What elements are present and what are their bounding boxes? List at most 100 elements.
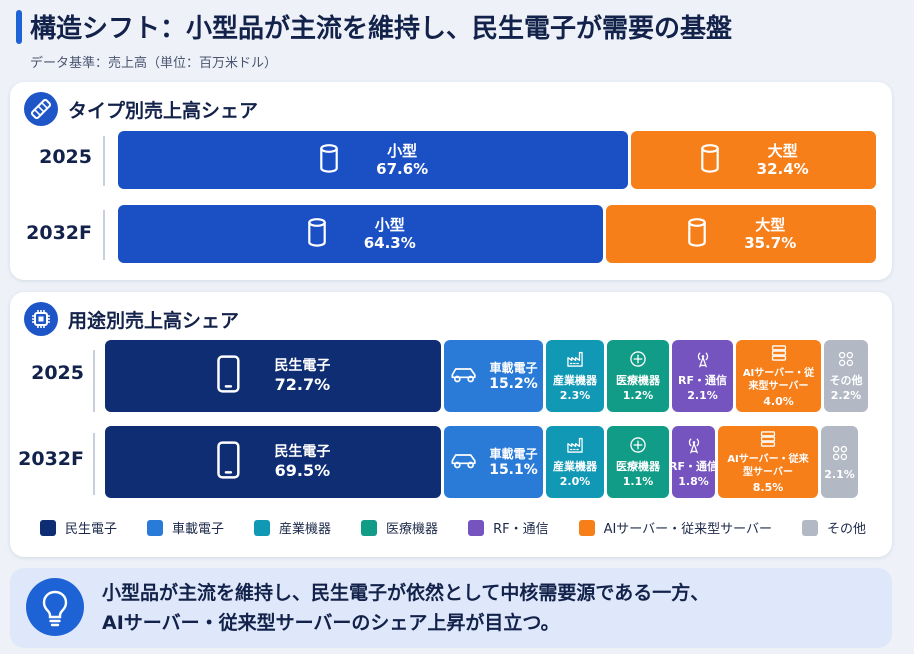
- type-bar-row: 小型 67.6% 大型 32.4%: [118, 131, 876, 189]
- application-section-title: 用途別売上高シェア: [68, 310, 240, 332]
- application-bar-segment: RF・通信 1.8%: [672, 426, 715, 498]
- type-bar-segment: 大型 32.4%: [631, 131, 876, 189]
- segment-label: 産業機器: [553, 373, 597, 387]
- application-bar-segment: 医療機器 1.1%: [607, 426, 669, 498]
- segment-value: 35.7%: [744, 234, 797, 253]
- segment-value: 1.1%: [622, 475, 654, 489]
- conclusion-box: 小型品が主流を維持し、民生電子が依然として中核需要源である一方、 AIサーバー・…: [10, 568, 892, 648]
- segment-label: RF・通信: [678, 373, 727, 387]
- legend-label: 産業機器: [279, 522, 332, 537]
- chip-component-icon: [24, 92, 58, 126]
- application-bar-segment: 医療機器 1.2%: [607, 340, 669, 412]
- segment-label: 民生電子: [274, 443, 331, 460]
- segment-value: 72.7%: [274, 375, 331, 395]
- factory-icon: [566, 350, 584, 372]
- segment-value: 2.0%: [559, 475, 591, 489]
- capacitor-icon: [306, 217, 328, 252]
- type-bar-segment: 小型 67.6%: [118, 131, 629, 189]
- legend-item: 車載電子: [147, 518, 224, 537]
- legend-label: 医療機器: [386, 522, 439, 537]
- conclusion-line: AIサーバー・従来型サーバーのシェア上昇が目立つ。: [102, 612, 560, 635]
- segment-value: 69.5%: [274, 461, 331, 481]
- legend-item: 民生電子: [40, 518, 117, 537]
- segment-label: AIサーバー・従来型サーバー: [727, 454, 809, 478]
- application-bar-segment: RF・通信 2.1%: [672, 340, 733, 412]
- legend-label: 車載電子: [172, 522, 225, 537]
- segment-value: 2.2%: [830, 389, 862, 403]
- legend-label: その他: [827, 522, 867, 537]
- segment-label: AIサーバー・従来型サーバー: [742, 368, 815, 392]
- segment-value: 15.2%: [489, 375, 538, 392]
- segment-label: 小型: [387, 141, 418, 160]
- application-bar-row: 民生電子 69.5% 車載電子 15.1% 産業機器 2.0% 医療機器 1.1…: [105, 426, 876, 498]
- application-bar-segment: AIサーバー・従来型サーバー 4.0%: [736, 340, 821, 412]
- grid-dots-icon: [837, 350, 855, 372]
- capacitor-icon: [686, 217, 708, 252]
- segment-value: 67.6%: [376, 160, 429, 179]
- type-bar-segment: 大型 35.7%: [606, 205, 876, 263]
- segment-label: 民生電子: [274, 357, 331, 374]
- application-year-label: 2032F: [18, 448, 84, 470]
- title-accent-bar: [16, 10, 22, 44]
- application-bar-segment: AIサーバー・従来型サーバー 8.5%: [718, 426, 818, 498]
- segment-label: その他: [829, 373, 863, 387]
- segment-label: 医療機器: [616, 373, 660, 387]
- year-divider: [93, 433, 95, 495]
- application-bar-segment: 産業機器 2.0%: [546, 426, 604, 498]
- legend-item: その他: [802, 518, 866, 537]
- server-icon: [770, 344, 788, 366]
- legend-swatch: [468, 519, 485, 536]
- segment-label: 医療機器: [616, 459, 660, 473]
- legend-swatch: [802, 519, 819, 536]
- server-icon: [759, 430, 777, 452]
- type-year-label: 2025: [39, 146, 92, 168]
- car-icon: [449, 450, 479, 474]
- antenna-icon: [685, 436, 703, 458]
- segment-value: 32.4%: [756, 160, 809, 179]
- application-year-label: 2025: [31, 362, 84, 384]
- cpu-icon: [24, 302, 58, 336]
- year-divider: [103, 136, 105, 186]
- legend-label: 民生電子: [65, 522, 118, 537]
- legend-label: RF・通信: [493, 522, 549, 537]
- year-divider: [93, 350, 95, 412]
- car-icon: [449, 364, 479, 388]
- legend-item: 医療機器: [361, 518, 438, 537]
- medical-cross-icon: [629, 350, 647, 372]
- segment-value: 2.1%: [687, 389, 718, 403]
- type-year-label: 2032F: [26, 222, 92, 244]
- legend-swatch: [254, 519, 271, 536]
- application-bar-segment: 民生電子 69.5%: [105, 426, 441, 498]
- type-bar-row: 小型 64.3% 大型 35.7%: [118, 205, 876, 263]
- segment-value: 2.3%: [559, 389, 591, 403]
- legend-swatch: [40, 519, 56, 536]
- segment-value: 2.1%: [824, 467, 855, 481]
- page-title: 構造シフト：小型品が主流を維持し、民生電子が需要の基盤: [30, 14, 733, 44]
- capacitor-icon: [318, 143, 340, 178]
- type-bar-segment: 小型 64.3%: [118, 205, 604, 263]
- type-section-title: タイプ別売上高シェア: [68, 100, 259, 122]
- legend-swatch: [578, 519, 595, 536]
- conclusion-text: 小型品が主流を維持し、民生電子が依然として中核需要源である一方、 AIサーバー・…: [102, 578, 709, 639]
- application-bar-segment: 産業機器 2.3%: [546, 340, 604, 412]
- segment-value: 1.2%: [622, 389, 654, 403]
- smartphone-icon: [216, 354, 241, 398]
- application-bar-segment: 車載電子 15.2%: [444, 340, 543, 412]
- page-subtitle: データ基準：売上高（単位：百万米ドル）: [30, 56, 278, 71]
- legend-swatch: [361, 519, 378, 536]
- legend: 民生電子 車載電子 産業機器 医療機器 RF・通信 AIサーバー・従来型サーバー…: [40, 518, 866, 537]
- lightbulb-icon: [26, 578, 84, 636]
- type-share-card: タイプ別売上高シェア 2025 小型 67.6% 大型 32.4% 2032F …: [10, 82, 892, 280]
- segment-label: 大型: [755, 215, 786, 234]
- grid-dots-icon: [831, 444, 849, 466]
- legend-item: 産業機器: [254, 518, 331, 537]
- application-bar-segment: 2.1%: [821, 426, 858, 498]
- factory-icon: [566, 436, 584, 458]
- segment-value: 1.8%: [678, 475, 709, 489]
- medical-cross-icon: [629, 436, 647, 458]
- antenna-icon: [694, 350, 712, 372]
- conclusion-line: 小型品が主流を維持し、民生電子が依然として中核需要源である一方、: [102, 582, 710, 604]
- capacitor-icon: [699, 143, 721, 178]
- smartphone-icon: [216, 440, 241, 484]
- legend-item: AIサーバー・従来型サーバー: [578, 518, 772, 537]
